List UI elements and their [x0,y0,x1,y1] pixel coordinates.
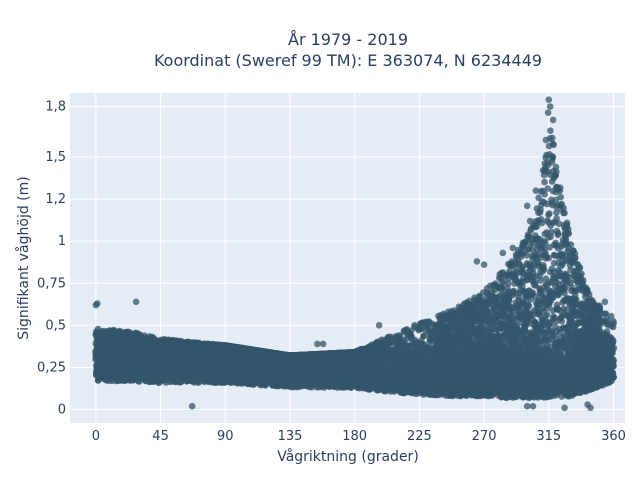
chart-title-line1: År 1979 - 2019 [288,30,408,49]
data-points [92,96,618,412]
chart-title-line2: Koordinat (Sweref 99 TM): E 363074, N 62… [154,51,542,70]
